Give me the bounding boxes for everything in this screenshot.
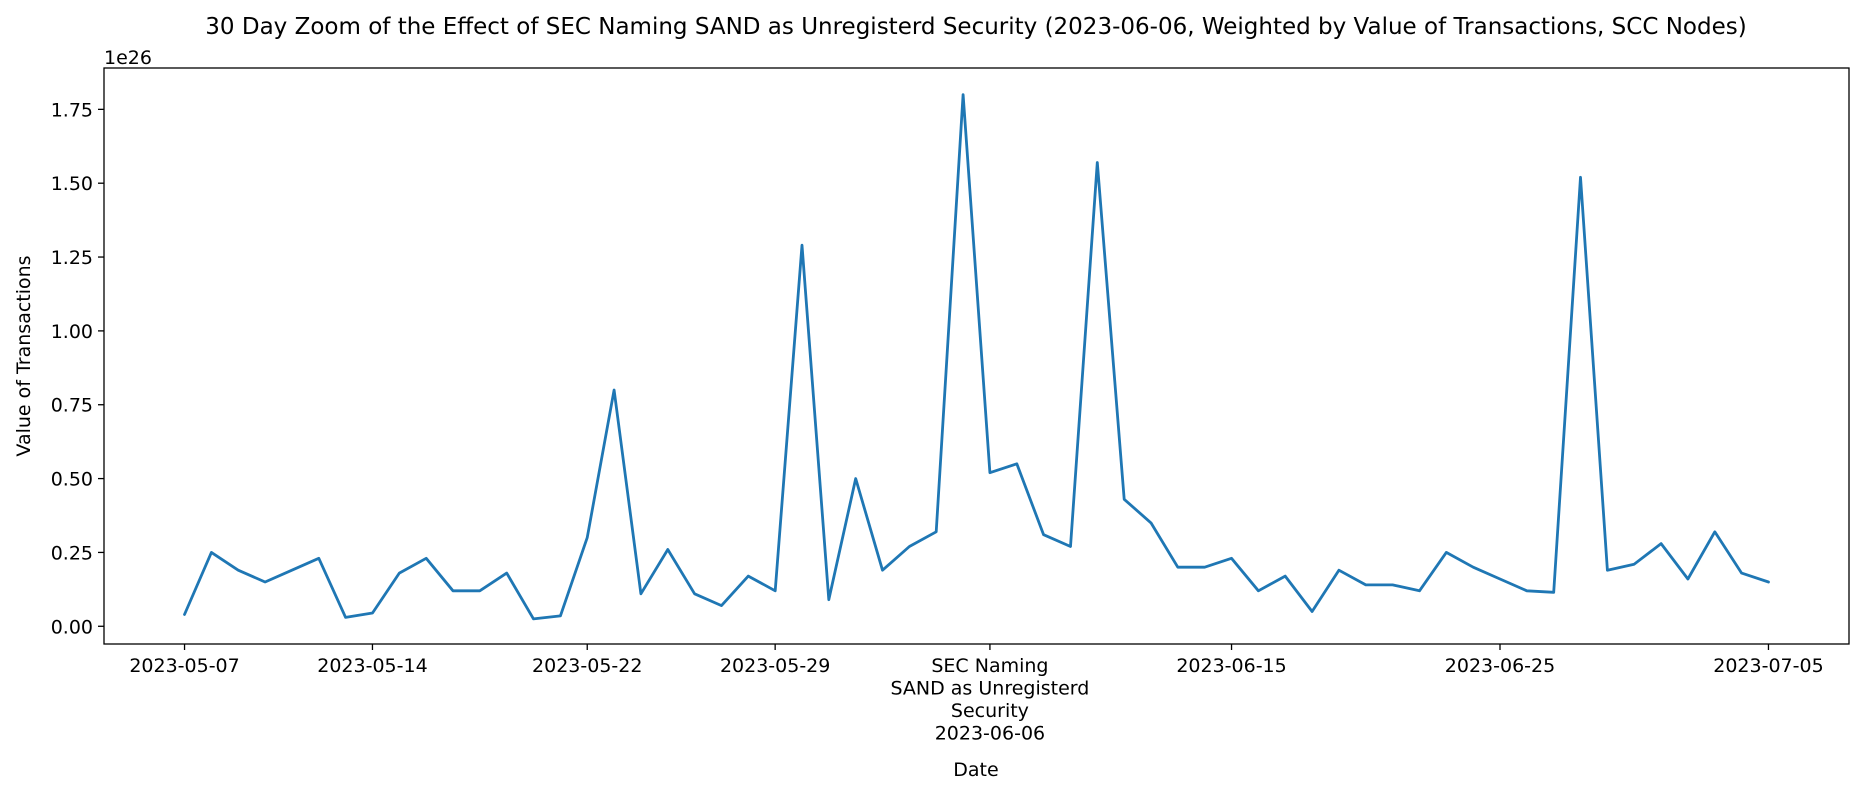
x-axis-label: Date <box>953 759 998 781</box>
y-offset-label: 1e26 <box>104 47 152 69</box>
y-tick-label: 1.50 <box>51 173 93 195</box>
x-axis-ticks: 2023-05-07 2023-05-14 2023-05-22 2023-05-29… <box>129 644 1824 745</box>
y-tick-label: 0.00 <box>51 616 93 638</box>
x-tick-label: 2023-05-29 <box>720 655 830 677</box>
x-tick-label: 2023-06-15 <box>1176 655 1286 677</box>
y-tick-label: 1.25 <box>51 247 93 269</box>
x-tick-label: 2023-06-25 <box>1445 655 1555 677</box>
x-tick-label: 2023-05-22 <box>532 655 642 677</box>
y-axis-label: Value of Transactions <box>13 255 35 456</box>
x-tick-label: 2023-05-14 <box>317 655 427 677</box>
x-tick-label: SEC Naming SAND as Unregisterd Security 202… <box>891 655 1090 745</box>
series-line <box>183 93 1770 621</box>
y-tick-label: 0.50 <box>51 469 93 491</box>
plot-frame <box>103 67 1850 645</box>
chart-title: 30 Day Zoom of the Effect of SEC Naming … <box>205 14 1746 40</box>
y-tick-label: 0.75 <box>51 395 93 417</box>
y-tick-label: 0.25 <box>51 542 93 564</box>
y-tick-label: 1.00 <box>51 321 93 343</box>
x-tick-label: 2023-05-07 <box>129 655 239 677</box>
x-tick-label: 2023-07-05 <box>1713 655 1823 677</box>
y-axis-ticks: 0.00 0.25 0.50 0.75 1.00 1.25 1.50 1.75 <box>51 99 104 638</box>
y-tick-label: 1.75 <box>51 99 93 121</box>
